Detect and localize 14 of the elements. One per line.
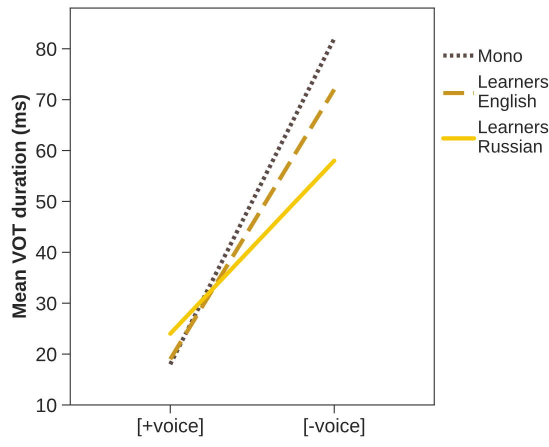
legend-label: Learners Russian xyxy=(479,120,548,153)
y-tick-label: 70 xyxy=(36,93,56,107)
y-tick-label: 50 xyxy=(36,194,56,209)
legend-label: Mono xyxy=(479,49,522,62)
y-tick-label: 20 xyxy=(36,348,56,362)
y-axis-title: Mean VOT duration (ms) xyxy=(12,95,30,318)
y-tick-label: 30 xyxy=(36,296,56,310)
y-tick-label: 80 xyxy=(36,42,56,56)
x-tick-label: [+voice] xyxy=(138,418,203,436)
y-tick-label: 40 xyxy=(36,246,56,260)
y-tick-label: 10 xyxy=(36,398,56,412)
legend-label: Learners English xyxy=(479,75,548,111)
x-tick-label: [-voice] xyxy=(304,418,364,436)
y-tick-label: 60 xyxy=(36,144,56,158)
